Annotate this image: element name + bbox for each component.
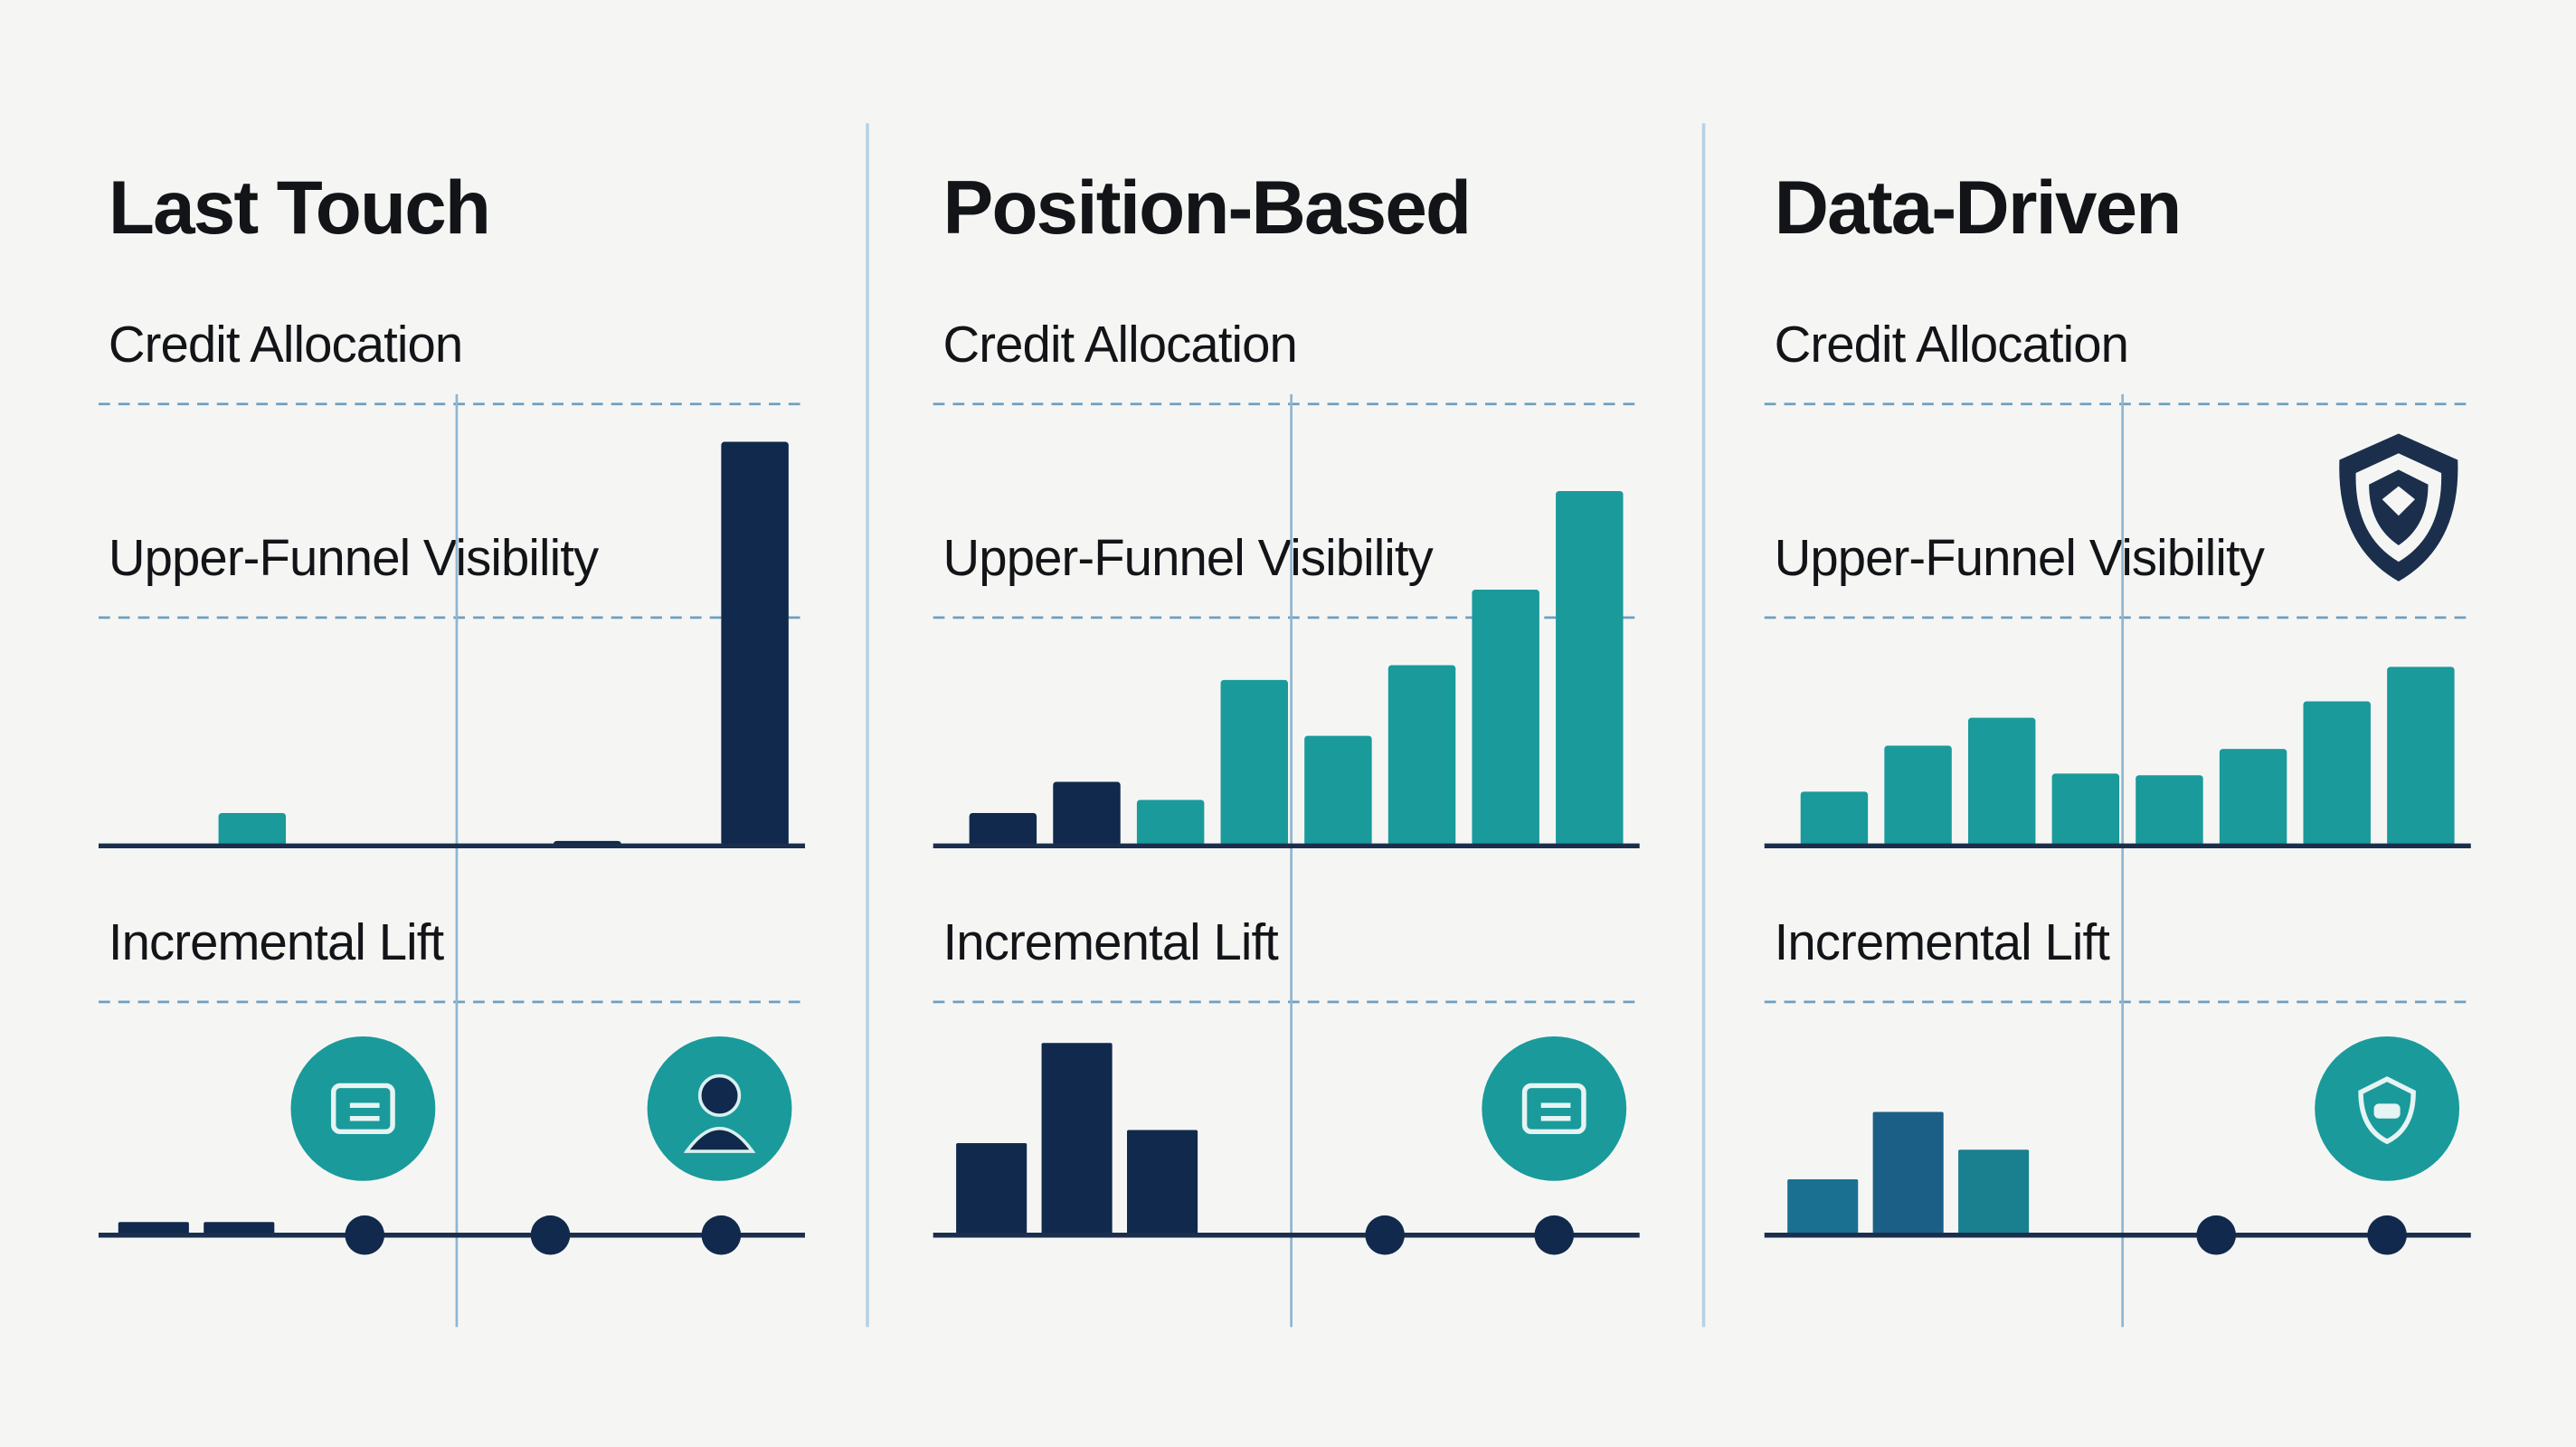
section-label: Incremental Lift — [943, 913, 1280, 970]
credit-bar — [1967, 717, 2036, 846]
icon-badge — [290, 1036, 436, 1181]
credit-bar — [1136, 799, 1205, 846]
lift-bar — [1041, 1043, 1113, 1235]
credit-bar — [721, 441, 789, 846]
lift-bar — [1872, 1111, 1944, 1235]
section-label: Incremental Lift — [1775, 913, 2111, 970]
lift-bar — [118, 1222, 189, 1235]
lift-bar — [1787, 1178, 1859, 1235]
credit-bar — [2219, 749, 2287, 846]
credit-bar — [1556, 491, 1624, 846]
credit-bar — [1304, 735, 1372, 846]
icon-glyph — [349, 1102, 380, 1121]
credit-bar — [1387, 665, 1456, 846]
shield-icon — [2382, 486, 2415, 516]
section-label: Credit Allocation — [943, 316, 1297, 373]
panel-title: Last Touch — [109, 165, 489, 250]
section-label: Incremental Lift — [109, 913, 445, 970]
timeline-dot — [530, 1215, 571, 1255]
credit-bar — [2136, 775, 2203, 846]
icon-glyph — [330, 1083, 395, 1135]
lift-bar — [204, 1222, 275, 1235]
timeline-dot — [345, 1215, 385, 1255]
credit-bar — [969, 812, 1037, 846]
lift-bar — [1958, 1149, 2030, 1235]
timeline-dot — [1534, 1215, 1575, 1255]
credit-bar — [1053, 781, 1121, 846]
credit-bar — [1884, 745, 1952, 846]
icon-glyph — [683, 1127, 756, 1153]
icon-glyph — [1540, 1102, 1571, 1121]
section-label: Upper-Funnel Visibility — [943, 529, 1435, 586]
credit-bar — [2303, 701, 2371, 846]
timeline-dot — [2367, 1215, 2407, 1255]
icon-glyph — [2358, 1076, 2416, 1145]
credit-bar — [1472, 589, 1539, 846]
lift-bar — [956, 1143, 1028, 1235]
panel-title: Data-Driven — [1775, 165, 2181, 250]
timeline-dot — [701, 1215, 742, 1255]
section-label: Upper-Funnel Visibility — [109, 529, 600, 586]
lift-bar — [1127, 1130, 1198, 1235]
section-label: Upper-Funnel Visibility — [1775, 529, 2266, 586]
credit-bar — [2387, 667, 2455, 846]
icon-badge — [1482, 1036, 1627, 1181]
section-label: Credit Allocation — [1775, 316, 2128, 373]
icon-glyph — [697, 1073, 742, 1117]
credit-bar — [1800, 791, 1869, 846]
timeline-dot — [2196, 1215, 2237, 1255]
icon-glyph — [2373, 1103, 2401, 1119]
icon-glyph — [1521, 1083, 1586, 1135]
section-label: Credit Allocation — [109, 316, 462, 373]
timeline-dot — [1365, 1215, 1405, 1255]
credit-bar — [218, 812, 287, 846]
panel-title: Position-Based — [943, 165, 1471, 250]
credit-bar — [1220, 679, 1288, 846]
credit-bar — [2051, 773, 2120, 846]
